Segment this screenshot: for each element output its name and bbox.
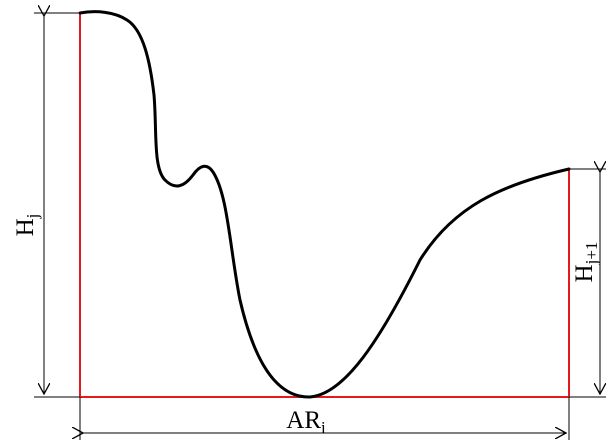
ar-label: ARi <box>286 407 326 437</box>
svg-text:Hj: Hj <box>12 214 42 237</box>
hj1-label: Hj+1 <box>571 242 601 283</box>
hj-label: Hj <box>12 214 42 237</box>
extension-lines <box>34 12 606 440</box>
svg-text:Hj+1: Hj+1 <box>571 242 601 283</box>
boundary-lines <box>79 13 570 398</box>
dimension-arrows <box>44 16 600 433</box>
profile-curve <box>78 10 571 399</box>
